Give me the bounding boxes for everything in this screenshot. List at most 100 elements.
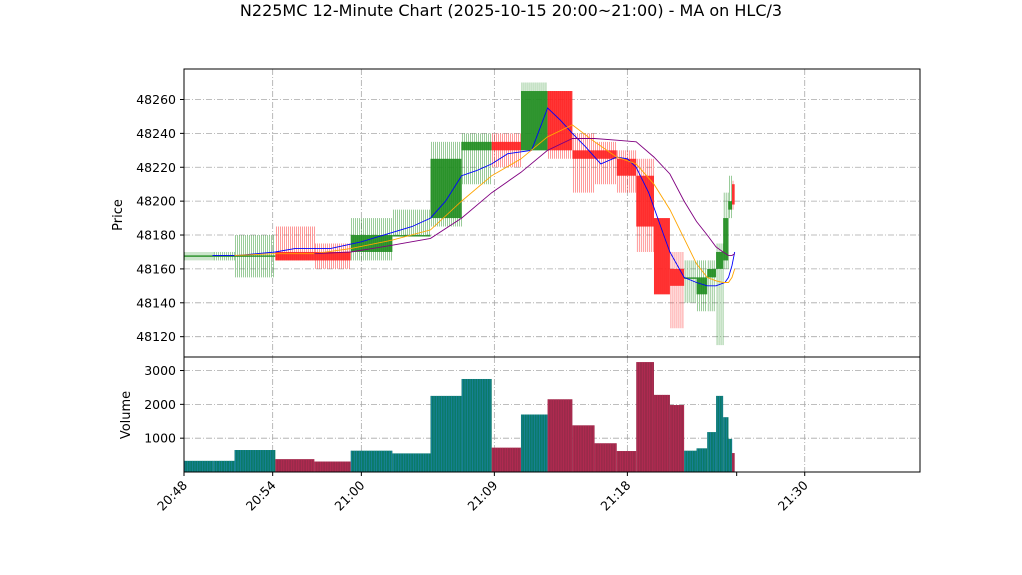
candle-body [234, 255, 276, 257]
candle-body [732, 184, 735, 205]
candle [572, 133, 595, 193]
candle-body [491, 141, 521, 151]
volume-bar [213, 460, 235, 472]
candle [213, 251, 235, 261]
volume-bars [184, 362, 735, 472]
volume-tick-label: 3000 [144, 363, 176, 378]
price-tick-label: 48240 [136, 126, 176, 141]
volume-bar-fill [728, 438, 733, 472]
volume-bar [669, 405, 685, 472]
candle-body [547, 91, 573, 151]
candle [594, 141, 617, 185]
volume-bar [723, 417, 729, 472]
candle-body [184, 255, 214, 257]
price-axis-label: Price [111, 199, 126, 231]
volume-bar [547, 399, 573, 472]
volume-bar-fill [491, 447, 521, 472]
volume-bar [616, 451, 637, 472]
candle-body [636, 175, 654, 227]
volume-bar-fill [696, 448, 708, 472]
candle-body [616, 158, 637, 176]
x-tick-label: 20:48 [154, 477, 190, 513]
price-tick-label: 48160 [136, 261, 176, 276]
volume-bar-fill [461, 378, 492, 472]
candle [684, 260, 697, 303]
volume-bar-fill [234, 450, 276, 472]
x-tick-label: 21:18 [597, 477, 633, 513]
candle [314, 243, 351, 269]
price-tick-label: 48260 [136, 92, 176, 107]
price-tick-label: 48140 [136, 295, 176, 310]
volume-bar-fill [707, 432, 717, 472]
price-tick-label: 48220 [136, 160, 176, 175]
volume-bar-fill [636, 362, 654, 472]
volume-bar-fill [732, 453, 735, 472]
volume-bar [234, 450, 276, 472]
volume-bar [350, 450, 393, 472]
volume-bar [572, 425, 595, 472]
volume-bar-fill [213, 460, 235, 472]
volume-bar [707, 432, 717, 472]
candle [696, 260, 708, 312]
volume-tick-label: 1000 [144, 431, 176, 446]
volume-bar-fill [430, 395, 462, 472]
x-tick-label: 21:30 [775, 477, 811, 513]
ma-lines [212, 107, 736, 287]
candle [461, 133, 492, 185]
x-tick-label: 21:00 [331, 477, 367, 513]
candle-body [707, 268, 717, 278]
candle [716, 243, 724, 346]
volume-axis-label: Volume [119, 391, 134, 439]
volume-bar-fill [547, 399, 573, 472]
candle-body [723, 218, 729, 261]
chart-title: N225MC 12-Minute Chart (2025-10-15 20:00… [239, 1, 783, 20]
price-tick-label: 48200 [136, 194, 176, 209]
candle [728, 175, 733, 219]
ma-line [234, 124, 736, 283]
candle [616, 150, 637, 193]
volume-bar [653, 394, 670, 472]
candle [275, 226, 315, 261]
candle [430, 141, 462, 227]
volume-bar [594, 443, 617, 472]
candle [392, 209, 431, 237]
candle [636, 158, 654, 252]
candle [491, 133, 522, 168]
volume-bar [728, 438, 733, 472]
candle-body [716, 251, 724, 269]
candle-body [392, 235, 431, 237]
candle [234, 235, 276, 278]
candle-body [430, 158, 462, 219]
volume-bar [314, 461, 351, 472]
volume-bar-fill [669, 405, 685, 472]
candle-body [350, 235, 393, 252]
price-tick-label: 48120 [136, 329, 176, 344]
volume-bar [392, 453, 431, 472]
candle [653, 218, 670, 295]
volume-bar [732, 453, 735, 472]
candle [184, 251, 214, 261]
volume-bar [491, 447, 521, 472]
volume-bar [520, 414, 548, 472]
volume-bar [696, 448, 708, 472]
x-tick-label: 21:09 [464, 477, 500, 513]
candle-body [520, 91, 548, 151]
volume-bar-fill [184, 460, 214, 472]
candle-body [728, 201, 733, 210]
volume-bar [636, 362, 654, 472]
volume-bar-fill [723, 417, 729, 472]
x-tick-label: 20:54 [243, 477, 279, 513]
candle [350, 218, 393, 261]
price-tick-label: 48180 [136, 228, 176, 243]
candle-body [696, 277, 708, 295]
candle-body [594, 150, 617, 159]
volume-bar [461, 378, 492, 472]
candle-body [572, 150, 595, 159]
candle-body [653, 218, 670, 295]
volume-bar-fill [653, 394, 670, 472]
candle [732, 180, 735, 210]
volume-bar-fill [275, 459, 315, 472]
price-candles [184, 82, 735, 346]
volume-bar-fill [314, 461, 351, 472]
